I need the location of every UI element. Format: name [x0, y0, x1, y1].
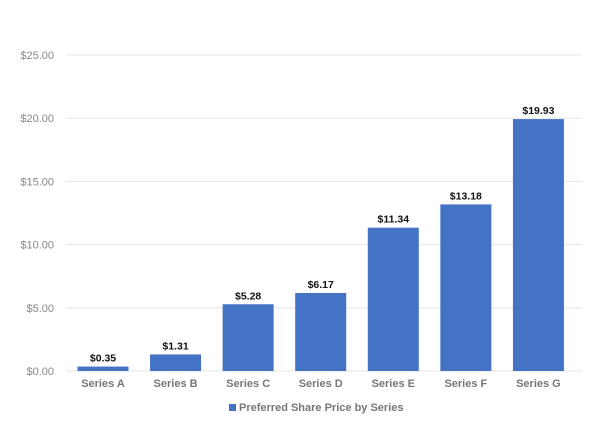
- y-tick-label: $0.00: [26, 366, 54, 378]
- y-tick-label: $20.00: [20, 113, 54, 125]
- y-tick-label: $5.00: [26, 303, 54, 315]
- x-category-label: Series F: [444, 378, 487, 390]
- bar: [367, 227, 419, 371]
- legend: Preferred Share Price by Series: [229, 402, 403, 414]
- legend-swatch: [229, 404, 236, 411]
- bar: [440, 204, 492, 371]
- bar-value-label: $1.31: [162, 340, 188, 352]
- bar: [295, 293, 347, 371]
- bar-value-label: $19.93: [522, 105, 554, 117]
- bar-value-label: $5.28: [235, 290, 261, 302]
- bar-value-label: $11.34: [378, 214, 410, 226]
- bar: [150, 354, 202, 371]
- gridlines: [66, 54, 582, 372]
- x-category-label: Series B: [154, 378, 198, 390]
- y-axis-tick-labels: $0.00 $5.00 $10.00 $15.00 $20.00 $25.00: [20, 50, 54, 378]
- x-category-label: Series C: [226, 378, 270, 390]
- y-tick-label: $25.00: [20, 50, 54, 62]
- legend-label: Preferred Share Price by Series: [239, 402, 403, 414]
- x-axis-category-labels: Series A Series B Series C Series D Series E…: [81, 378, 561, 390]
- bar: [77, 366, 129, 371]
- bar: [222, 304, 274, 371]
- y-tick-label: $10.00: [20, 240, 54, 252]
- x-category-label: Series D: [299, 378, 343, 390]
- x-category-label: Series G: [516, 378, 561, 390]
- bar: [512, 119, 564, 371]
- bars: [77, 119, 564, 371]
- data-labels: $0.35 $1.31 $5.28 $6.17 $11.34 $13.18 $19.93: [90, 105, 555, 364]
- y-tick-label: $15.00: [20, 176, 54, 188]
- bar-value-label: $0.35: [90, 353, 116, 365]
- x-category-label: Series E: [372, 378, 415, 390]
- bar-value-label: $6.17: [308, 279, 334, 291]
- x-category-label: Series A: [81, 378, 125, 390]
- bar-value-label: $13.18: [450, 190, 482, 202]
